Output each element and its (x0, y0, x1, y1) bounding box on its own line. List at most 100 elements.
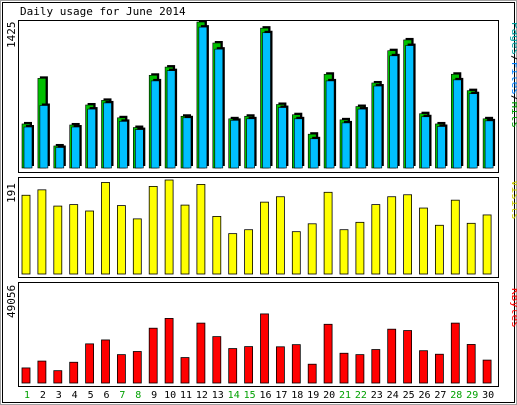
visits-bar-30 (482, 214, 492, 275)
label-pages: Pages (509, 22, 517, 55)
kbytes-bar-6 (101, 339, 110, 384)
files-bar-30 (484, 120, 494, 169)
x-tick-10: 10 (164, 390, 176, 401)
x-tick-30: 30 (482, 390, 494, 401)
x-tick-8: 8 (135, 390, 141, 401)
files-bar-29 (468, 93, 478, 169)
visits-bar-13 (212, 216, 222, 275)
visits-bar-1 (21, 194, 31, 275)
visits-bar-20 (323, 191, 333, 275)
kbytes-bar-20 (323, 323, 333, 384)
files-bar-8 (135, 129, 144, 169)
visits-bar-12 (196, 184, 206, 275)
kbytes-bar-8 (132, 351, 142, 384)
x-tick-11: 11 (180, 390, 192, 401)
kbytes-series-label: KBytes (509, 288, 517, 328)
files-bar-5 (87, 108, 96, 169)
label-sep-1: / (509, 55, 517, 62)
kbytes-bar-27 (434, 353, 444, 384)
files-bar-17 (278, 107, 287, 169)
kbytes-bar-7 (117, 354, 126, 384)
label-visits: Visits (509, 180, 517, 220)
kbytes-bar-18 (291, 344, 301, 384)
kbytes-bar-24 (387, 328, 397, 384)
chart-title: Daily usage for June 2014 (20, 5, 186, 18)
files-bar-13 (214, 48, 224, 169)
label-files: Files (509, 62, 517, 95)
x-tick-19: 19 (307, 390, 319, 401)
visits-bar-27 (434, 224, 444, 275)
visits-series-label: Visits (509, 180, 517, 220)
kbytes-bar-16 (260, 313, 269, 384)
visits-bar-17 (275, 196, 285, 275)
files-bar-16 (262, 32, 271, 169)
kbytes-bar-29 (466, 344, 476, 384)
files-bar-19 (309, 138, 319, 169)
files-bar-22 (357, 108, 367, 169)
kbytes-bar-1 (21, 367, 31, 384)
files-bar-9 (150, 80, 160, 169)
visits-bar-21 (339, 229, 349, 275)
files-bar-28 (452, 79, 462, 169)
x-tick-13: 13 (212, 390, 224, 401)
kbytes-bar-9 (148, 327, 158, 384)
kbytes-bar-22 (355, 354, 365, 384)
visits-bar-8 (132, 218, 142, 275)
visits-bar-28 (450, 199, 460, 275)
x-tick-18: 18 (291, 390, 303, 401)
x-tick-3: 3 (56, 390, 62, 401)
label-kbytes: KBytes (509, 288, 517, 328)
visits-bar-6 (101, 182, 110, 275)
visits-bars (21, 179, 492, 275)
x-tick-12: 12 (196, 390, 208, 401)
kbytes-bar-23 (371, 349, 381, 384)
x-tick-23: 23 (371, 390, 383, 401)
files-bar-14 (230, 120, 239, 169)
kbytes-bar-14 (228, 348, 238, 384)
files-bar-25 (405, 45, 414, 169)
kbytes-bar-3 (53, 370, 63, 384)
visits-bar-4 (69, 204, 79, 275)
kbytes-bar-19 (307, 363, 317, 384)
visits-bar-9 (148, 185, 158, 275)
files-bar-3 (55, 147, 65, 169)
x-tick-7: 7 (119, 390, 125, 401)
x-tick-5: 5 (88, 390, 94, 401)
hits-ymax-label: 1425 (5, 22, 18, 49)
kbytes-bar-17 (275, 346, 285, 384)
files-bar-24 (389, 55, 399, 169)
visits-bar-11 (180, 204, 190, 275)
files-bar-7 (119, 121, 128, 169)
x-tick-20: 20 (323, 390, 335, 401)
files-bar-27 (437, 126, 446, 169)
x-tick-14: 14 (228, 390, 240, 401)
x-tick-28: 28 (450, 390, 462, 401)
visits-bar-3 (53, 205, 63, 275)
x-tick-15: 15 (244, 390, 256, 401)
files-bar-1 (23, 126, 33, 169)
panel-frame-visits (18, 177, 499, 278)
kbytes-bar-13 (212, 336, 222, 384)
x-tick-labels: 1 2 3 4 5 6 7 8 9 10 11 12 13 14 15 16 17 18 19 20 21 22 23 24 2… (24, 390, 494, 401)
hits-bars (21, 20, 496, 169)
x-tick-26: 26 (418, 390, 430, 401)
files-bar-23 (373, 85, 383, 169)
x-tick-22: 22 (355, 390, 367, 401)
x-tick-4: 4 (72, 390, 78, 401)
visits-bar-29 (466, 222, 476, 275)
x-tick-9: 9 (151, 390, 157, 401)
x-tick-2: 2 (40, 390, 46, 401)
files-bar-20 (325, 80, 335, 169)
x-tick-17: 17 (275, 390, 287, 401)
x-tick-21: 21 (339, 390, 351, 401)
kbytes-bar-26 (419, 350, 428, 384)
x-tick-29: 29 (466, 390, 478, 401)
visits-bar-19 (307, 223, 317, 275)
x-tick-24: 24 (387, 390, 399, 401)
x-tick-25: 25 (403, 390, 415, 401)
visits-bar-23 (371, 204, 381, 275)
kbytes-bar-25 (403, 330, 413, 384)
visits-bar-26 (419, 207, 428, 275)
